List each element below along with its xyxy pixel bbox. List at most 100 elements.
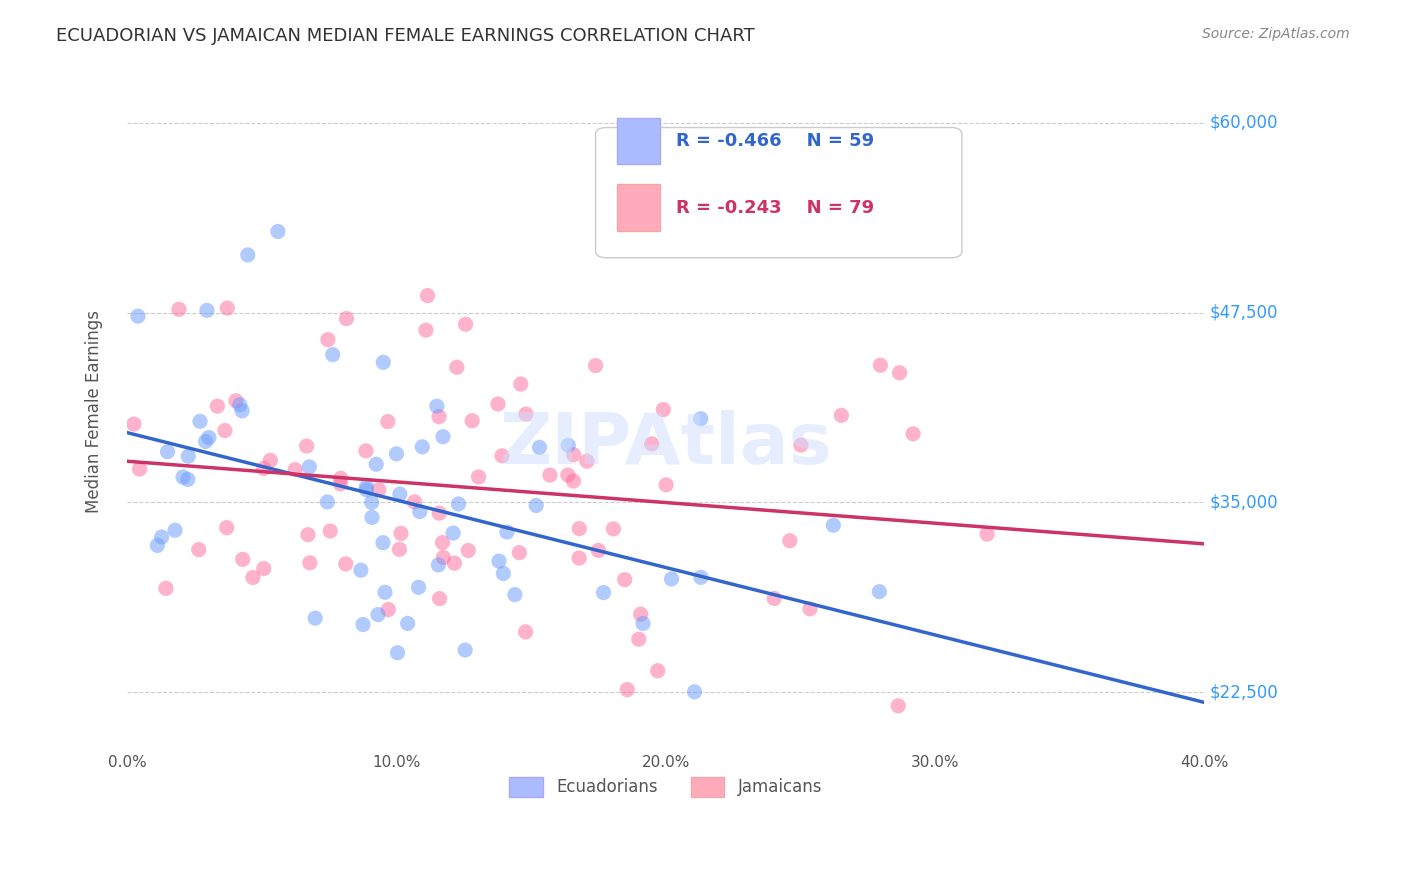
Jamaicans: [538, 468, 561, 483]
Legend: Ecuadorians, Jamaicans: Ecuadorians, Jamaicans: [502, 770, 828, 804]
Jamaicans: [588, 543, 610, 558]
Ecuadorians: [411, 440, 433, 454]
Jamaicans: [779, 533, 801, 548]
Jamaicans: [167, 302, 190, 317]
Jamaicans: [389, 526, 412, 541]
Ecuadorians: [150, 530, 173, 544]
Ecuadorians: [690, 570, 713, 584]
Jamaicans: [295, 439, 318, 453]
Ecuadorians: [322, 348, 344, 362]
Jamaicans: [427, 506, 450, 520]
Jamaicans: [427, 409, 450, 424]
Jamaicans: [613, 573, 636, 587]
Jamaicans: [585, 359, 607, 373]
Ecuadorians: [689, 411, 711, 425]
Ecuadorians: [388, 487, 411, 501]
Ecuadorians: [298, 459, 321, 474]
Ecuadorians: [427, 558, 450, 572]
Jamaicans: [509, 377, 531, 392]
Jamaicans: [253, 561, 276, 575]
Ecuadorians: [683, 685, 706, 699]
Jamaicans: [790, 438, 813, 452]
Jamaicans: [122, 417, 145, 431]
Jamaicans: [329, 476, 352, 491]
Ecuadorians: [172, 470, 194, 484]
Ecuadorians: [454, 643, 477, 657]
Jamaicans: [630, 607, 652, 622]
Jamaicans: [575, 454, 598, 468]
Jamaicans: [887, 698, 910, 713]
Jamaicans: [467, 470, 489, 484]
Jamaicans: [377, 602, 399, 616]
Ecuadorians: [188, 414, 211, 428]
Ecuadorians: [198, 431, 221, 445]
Jamaicans: [446, 360, 468, 375]
Ecuadorians: [356, 480, 378, 494]
Ecuadorians: [361, 510, 384, 524]
Text: ECUADORIAN VS JAMAICAN MEDIAN FEMALE EARNINGS CORRELATION CHART: ECUADORIAN VS JAMAICAN MEDIAN FEMALE EAR…: [56, 27, 755, 45]
Jamaicans: [298, 556, 321, 570]
Ecuadorians: [356, 483, 378, 497]
Ecuadorians: [488, 554, 510, 568]
Ecuadorians: [868, 584, 890, 599]
Ecuadorians: [267, 225, 290, 239]
Jamaicans: [155, 582, 177, 596]
Ecuadorians: [529, 441, 551, 455]
Jamaicans: [491, 449, 513, 463]
Jamaicans: [901, 426, 924, 441]
Jamaicans: [335, 311, 357, 326]
Ecuadorians: [367, 607, 389, 622]
Jamaicans: [432, 535, 454, 549]
Jamaicans: [557, 468, 579, 483]
Text: $47,500: $47,500: [1209, 303, 1278, 322]
Text: $60,000: $60,000: [1209, 114, 1278, 132]
Jamaicans: [515, 624, 537, 639]
Text: ZIPAtlas: ZIPAtlas: [499, 410, 832, 479]
Ecuadorians: [195, 303, 218, 318]
Jamaicans: [354, 443, 377, 458]
Jamaicans: [976, 527, 998, 541]
Jamaicans: [388, 542, 411, 557]
Ecuadorians: [177, 472, 200, 486]
Jamaicans: [215, 521, 238, 535]
Ecuadorians: [396, 616, 419, 631]
Jamaicans: [232, 552, 254, 566]
Ecuadorians: [426, 399, 449, 413]
Jamaicans: [316, 333, 339, 347]
FancyBboxPatch shape: [596, 128, 962, 258]
Jamaicans: [869, 358, 891, 372]
Ecuadorians: [374, 585, 396, 599]
Ecuadorians: [316, 495, 339, 509]
Jamaicans: [486, 397, 509, 411]
Ecuadorians: [304, 611, 326, 625]
Jamaicans: [461, 414, 484, 428]
Ecuadorians: [432, 430, 454, 444]
Jamaicans: [259, 453, 281, 467]
Ecuadorians: [229, 398, 252, 412]
Jamaicans: [508, 546, 530, 560]
Jamaicans: [443, 556, 465, 570]
Jamaicans: [562, 474, 585, 488]
Bar: [617, 185, 661, 231]
Jamaicans: [568, 551, 591, 566]
Ecuadorians: [366, 457, 388, 471]
Ecuadorians: [592, 585, 614, 599]
Ecuadorians: [385, 447, 408, 461]
Ecuadorians: [371, 535, 394, 549]
Ecuadorians: [631, 616, 654, 631]
Y-axis label: Median Female Earnings: Median Female Earnings: [86, 310, 103, 513]
Jamaicans: [889, 366, 911, 380]
Jamaicans: [217, 301, 239, 315]
Ecuadorians: [557, 438, 579, 452]
Jamaicans: [568, 522, 591, 536]
Jamaicans: [647, 664, 669, 678]
Jamaicans: [367, 483, 389, 497]
Ecuadorians: [823, 518, 845, 533]
Ecuadorians: [524, 499, 547, 513]
Ecuadorians: [360, 495, 382, 509]
Bar: [617, 118, 661, 164]
Jamaicans: [640, 437, 662, 451]
Jamaicans: [214, 424, 236, 438]
Jamaicans: [799, 602, 821, 616]
Ecuadorians: [373, 355, 395, 369]
